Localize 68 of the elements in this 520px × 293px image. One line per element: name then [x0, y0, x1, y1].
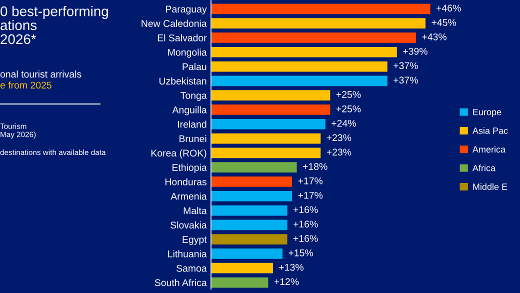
- data-label: +23%: [326, 148, 352, 156]
- bar: [211, 220, 288, 230]
- data-label: +45%: [432, 19, 456, 26]
- bar: [211, 133, 321, 144]
- data-label: +17%: [298, 192, 323, 199]
- y-tick-label: Korea (ROK): [151, 149, 206, 158]
- data-label: +16%: [293, 220, 318, 228]
- data-label: +37%: [394, 76, 418, 84]
- bar: [211, 90, 330, 101]
- data-label: +13%: [279, 264, 304, 271]
- bar: [211, 162, 297, 173]
- y-tick-label: Ireland: [178, 120, 206, 128]
- data-label: +39%: [403, 48, 428, 55]
- data-label: +43%: [422, 33, 447, 40]
- bar: [211, 46, 397, 58]
- data-label: +23%: [326, 134, 352, 142]
- bar: [211, 190, 292, 202]
- bar: [211, 277, 268, 288]
- data-label: +16%: [293, 206, 318, 214]
- y-tick-label: Paraguay: [166, 6, 207, 14]
- y-tick-label: Ethiopia: [172, 164, 207, 173]
- y-tick-label: Tonga: [180, 92, 207, 101]
- bar: [211, 32, 416, 43]
- data-label: +15%: [288, 249, 314, 256]
- bar: [211, 76, 388, 86]
- y-tick-label: Anguilla: [172, 106, 207, 116]
- y-tick-label: Malta: [184, 207, 207, 214]
- data-label: +25%: [336, 105, 361, 112]
- bar: [211, 234, 288, 245]
- text: 0 best-performing ations 2026*: [0, 6, 108, 44]
- y-tick-label: Uzbekistan: [159, 77, 206, 85]
- data-label: +17%: [298, 177, 323, 184]
- y-tick-label: Lithuania: [168, 250, 207, 258]
- y-tick-label: Slovakia: [170, 221, 207, 229]
- y-tick-label: New Caledonia: [142, 20, 207, 27]
- y-tick-label: El Salvador: [158, 34, 207, 42]
- bar: [211, 148, 321, 158]
- data-label: +16%: [293, 235, 318, 242]
- bar: [211, 205, 288, 216]
- data-label: +12%: [274, 278, 299, 286]
- data-label: +37%: [394, 62, 418, 70]
- legend-label: Africa: [472, 164, 496, 172]
- bar: [211, 18, 426, 29]
- data-label: +46%: [436, 4, 461, 12]
- y-tick-label: Brunei: [180, 135, 206, 142]
- data-label: +18%: [303, 163, 328, 170]
- y-tick-label: Honduras: [165, 178, 206, 186]
- bar: [211, 104, 330, 115]
- data-label: +24%: [332, 120, 356, 127]
- text: onal tourist arrivals: [0, 70, 82, 78]
- bar: [211, 118, 326, 130]
- y-tick-label: Mongolia: [168, 48, 207, 58]
- y-tick-label: Palau: [182, 63, 206, 70]
- y-tick-label: South Africa: [154, 278, 207, 286]
- y-tick-label: Samoa: [176, 264, 207, 272]
- bar: [211, 262, 273, 274]
- bar: [211, 176, 292, 187]
- data-label: +25%: [336, 91, 361, 98]
- bar: [211, 61, 388, 72]
- legend-label: Middle E: [473, 183, 508, 190]
- bar: [211, 4, 430, 14]
- legend-label: America: [472, 146, 506, 153]
- y-tick-label: Armenia: [170, 192, 207, 200]
- text: e from 2025: [0, 81, 52, 89]
- y-tick-label: Egypt: [182, 236, 207, 245]
- legend-label: Europe: [473, 108, 502, 118]
- bar: [211, 248, 283, 259]
- legend-label: Asia Pac: [472, 127, 508, 134]
